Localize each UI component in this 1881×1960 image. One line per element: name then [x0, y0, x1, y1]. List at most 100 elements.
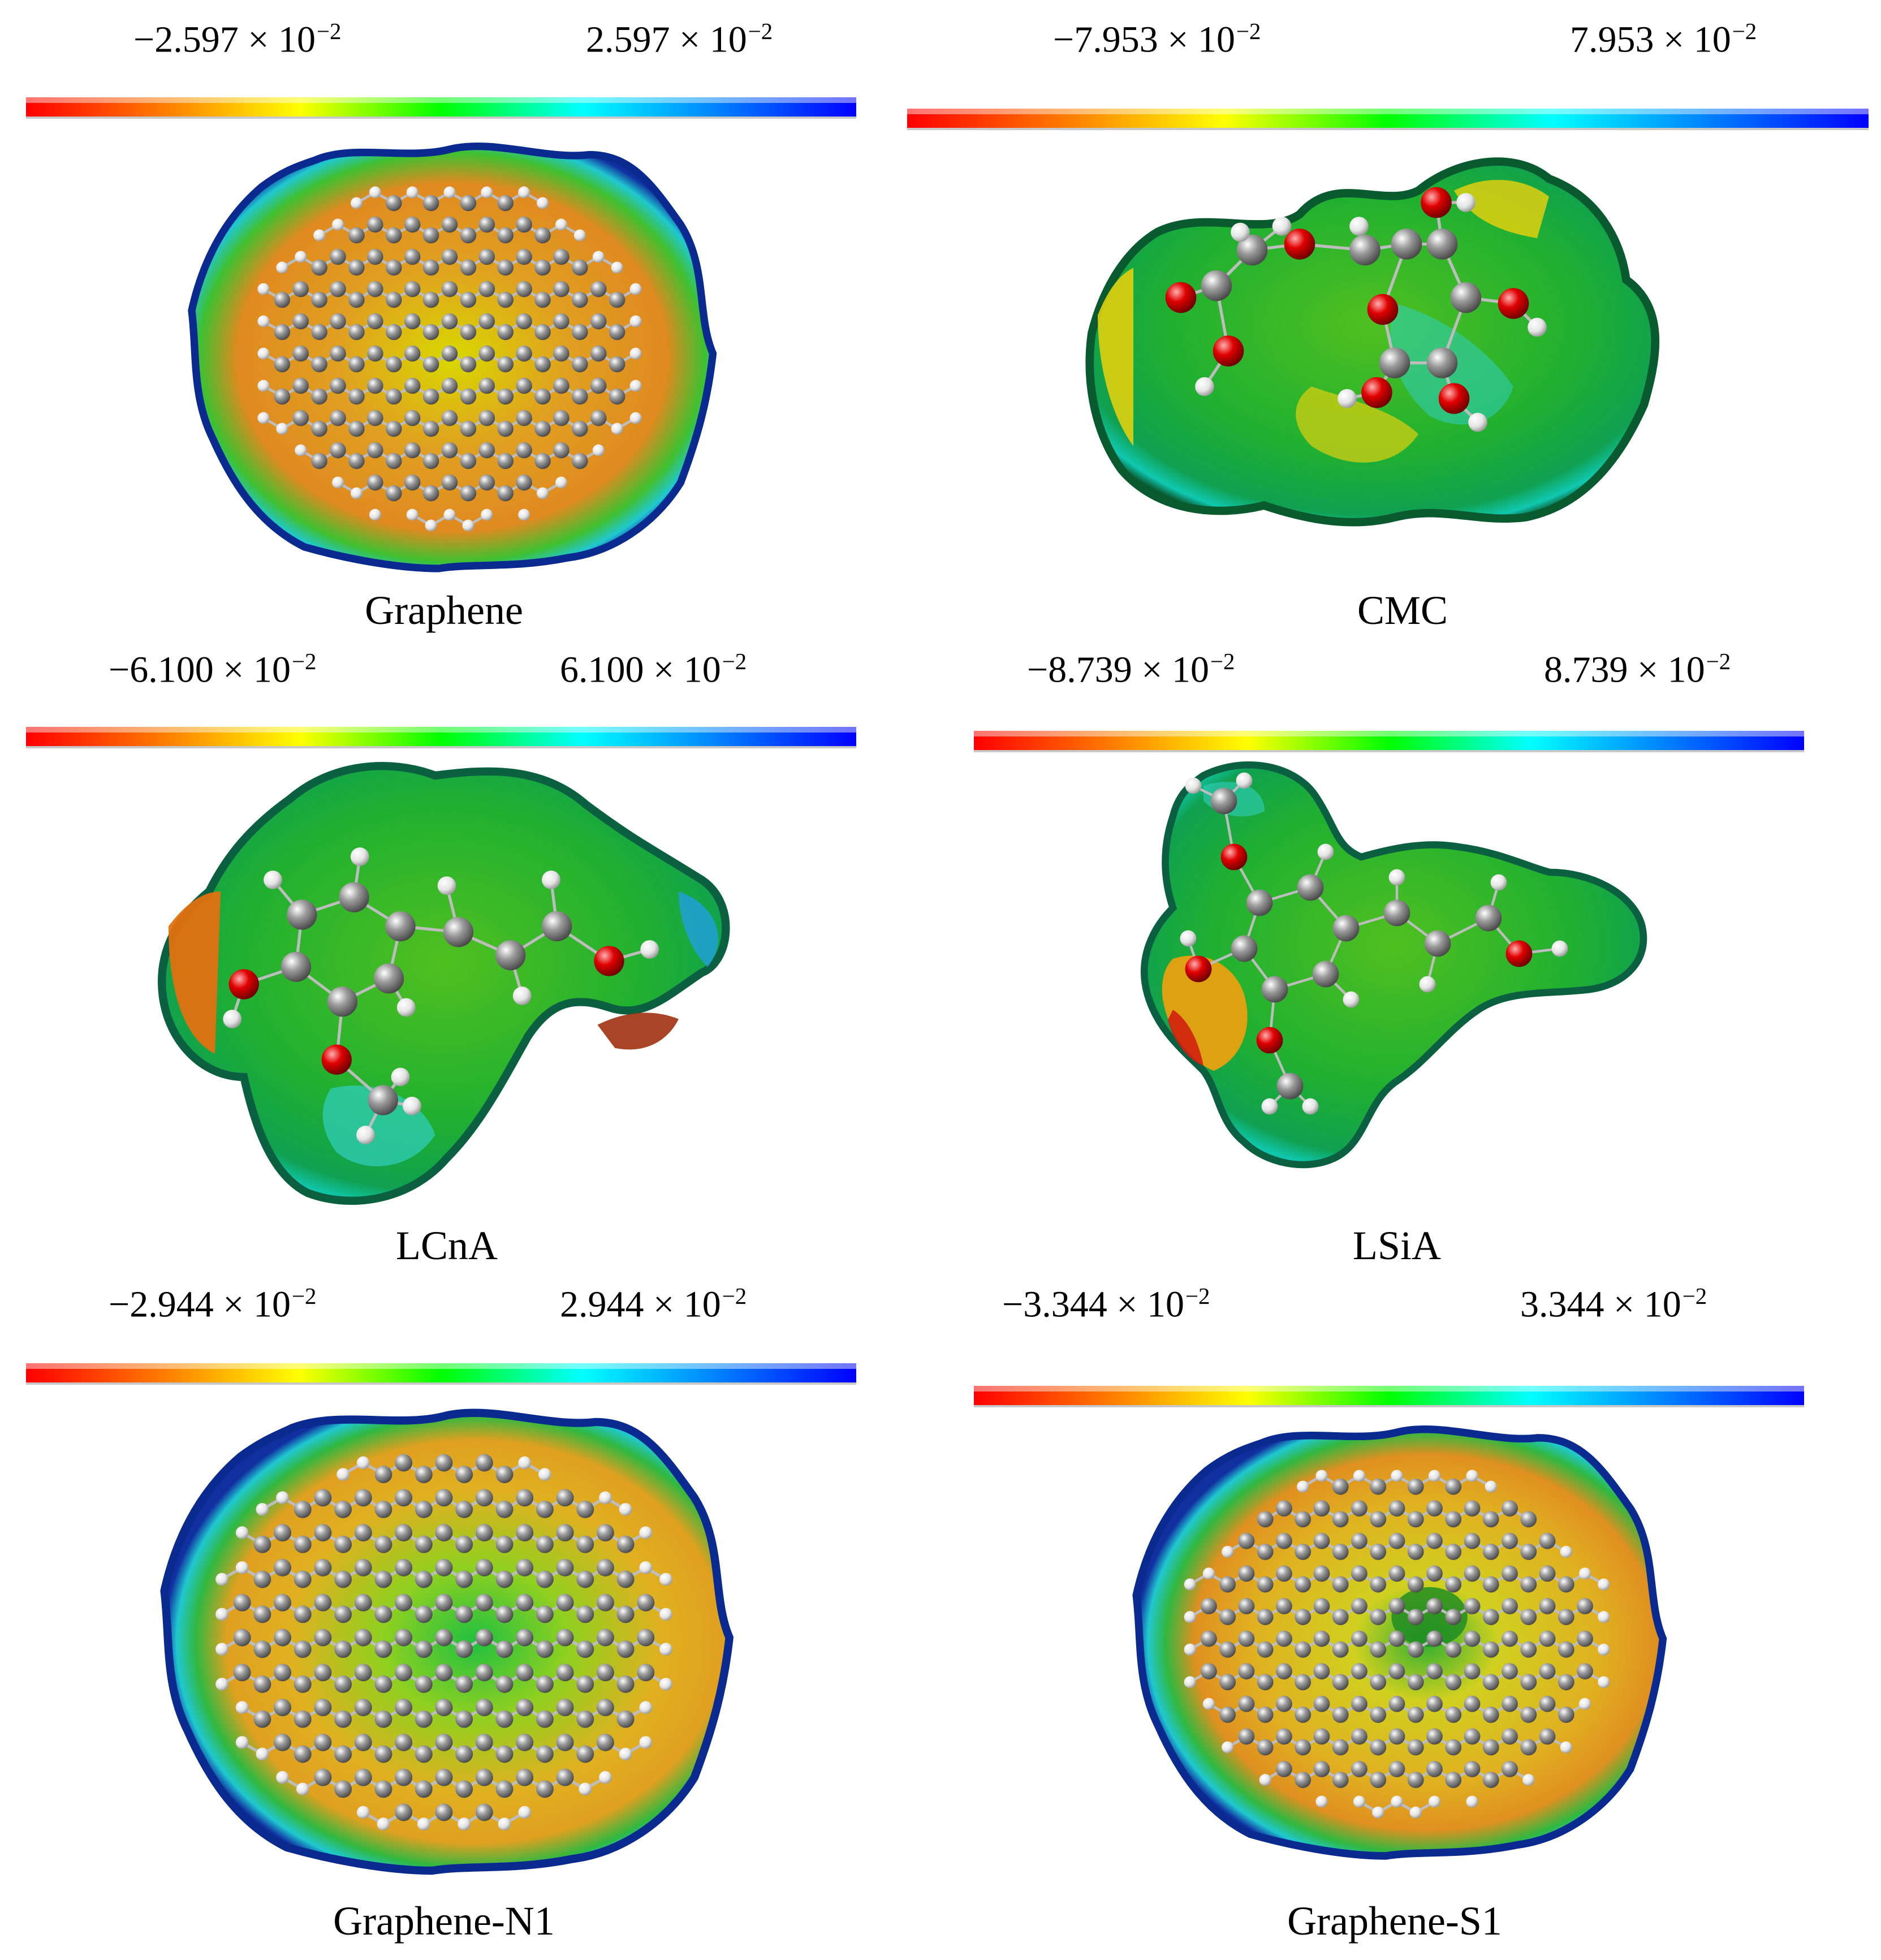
hydrogen-atom [640, 940, 659, 959]
carbon-atom [495, 1710, 514, 1728]
carbon-atom [553, 442, 570, 459]
carbon-atom [495, 1745, 514, 1763]
carbon-atom [330, 313, 346, 330]
hydrogen-atom [1202, 1567, 1215, 1580]
carbon-atom [1558, 1674, 1574, 1691]
carbon-atom [1351, 1565, 1367, 1582]
carbon-atom [460, 485, 477, 502]
carbon-atom [475, 1664, 493, 1682]
carbon-atom [339, 882, 369, 912]
carbon-atom [435, 1768, 453, 1786]
hydrogen-atom [235, 1736, 249, 1749]
carbon-atom [1464, 1565, 1481, 1582]
hydrogen-atom [1528, 317, 1547, 337]
esp-surface-graphene-n1 [160, 1408, 734, 1875]
molecule-name: CMC [1357, 588, 1448, 633]
carbon-atom [334, 1640, 352, 1659]
carbon-atom [1407, 1674, 1424, 1691]
carbon-atom [497, 485, 514, 502]
carbon-atom [415, 1570, 433, 1588]
exp-base: 10 [253, 649, 291, 691]
carbon-atom [1332, 1739, 1349, 1756]
carbon-atom [1450, 282, 1482, 313]
carbon-atom [348, 453, 365, 469]
carbon-atom [475, 1803, 493, 1821]
carbon-atom [1426, 1500, 1443, 1517]
carbon-atom [576, 1710, 594, 1728]
carbon-atom [1297, 874, 1324, 901]
carbon-atom [1370, 1641, 1387, 1658]
carbon-atom [422, 227, 439, 244]
hydrogen-atom [1184, 1611, 1196, 1623]
carbon-atom [1332, 1772, 1349, 1788]
carbon-atom [553, 410, 570, 427]
carbon-atom [1370, 1576, 1387, 1593]
carbon-atom [1295, 1576, 1311, 1593]
carbon-atom [1370, 1674, 1387, 1691]
carbon-atom [516, 313, 532, 330]
carbon-atom [1313, 1728, 1330, 1745]
hydrogen-atom [629, 347, 642, 360]
carbon-atom [497, 420, 514, 437]
carbon-atom [495, 1675, 514, 1693]
carbon-atom [435, 1489, 453, 1507]
carbon-atom [534, 227, 551, 244]
molecule-ball-stick [1165, 187, 1547, 432]
carbon-atom [536, 1535, 554, 1553]
range-max-label: 6.100 × 10−2 [560, 649, 747, 691]
carbon-atom [1257, 1674, 1274, 1691]
carbon-atom [1464, 1598, 1481, 1614]
carbon-atom [294, 1675, 312, 1693]
carbon-atom [435, 1454, 453, 1472]
hydrogen-atom [659, 1643, 672, 1656]
carbon-atom [1426, 1532, 1443, 1549]
hydrogen-atom [235, 1701, 249, 1714]
hydrogen-atom [1195, 377, 1214, 397]
exp-base: 10 [683, 1283, 721, 1325]
hydrogen-atom [369, 509, 381, 521]
carbon-atom [534, 324, 551, 341]
carbon-atom [1520, 1544, 1537, 1560]
carbon-atom [516, 281, 532, 298]
carbon-atom [348, 291, 365, 308]
carbon-atom [386, 324, 402, 341]
carbon-atom [534, 259, 551, 276]
carbon-atom [1388, 1532, 1405, 1549]
hydrogen-atom [512, 987, 532, 1005]
range-min-label: −6.100 × 10−2 [109, 649, 317, 691]
carbon-atom [637, 1593, 655, 1612]
range-max-value: 6.100 [560, 649, 644, 691]
carbon-atom [1426, 1598, 1443, 1614]
carbon-atom [1482, 1511, 1499, 1528]
carbon-atom [1577, 1663, 1593, 1679]
exponent: −2 [1236, 19, 1261, 44]
carbon-atom [1539, 1728, 1556, 1745]
carbon-atom [1276, 1565, 1292, 1582]
range-max-label: 8.739 × 10−2 [1544, 650, 1731, 689]
carbon-atom [287, 899, 317, 930]
carbon-atom [1219, 1674, 1236, 1691]
oxygen-atom [1421, 187, 1452, 218]
carbon-atom [311, 324, 327, 341]
hydrogen-atom [264, 871, 282, 889]
carbon-atom [374, 1466, 392, 1484]
carbon-atom [1219, 1576, 1236, 1593]
carbon-atom [395, 1524, 413, 1542]
carbon-atom [314, 1629, 332, 1647]
carbon-atom [1445, 1544, 1462, 1560]
hydrogen-atom [1302, 1098, 1319, 1115]
carbon-atom [1407, 1772, 1424, 1788]
carbon-atom [460, 324, 477, 341]
carbon-atom [373, 963, 404, 994]
oxygen-atom [1185, 955, 1212, 983]
carbon-atom [1502, 1565, 1518, 1582]
exp-base: 10 [1171, 649, 1209, 691]
carbon-atom [1276, 1630, 1292, 1647]
carbon-atom [596, 1664, 614, 1682]
carbon-atom [1502, 1728, 1518, 1745]
carbon-atom [495, 1570, 514, 1588]
carbon-atom [1351, 1761, 1367, 1777]
carbon-atom [497, 195, 514, 212]
carbon-atom [385, 911, 416, 942]
molecule-name: Graphene [365, 588, 523, 633]
